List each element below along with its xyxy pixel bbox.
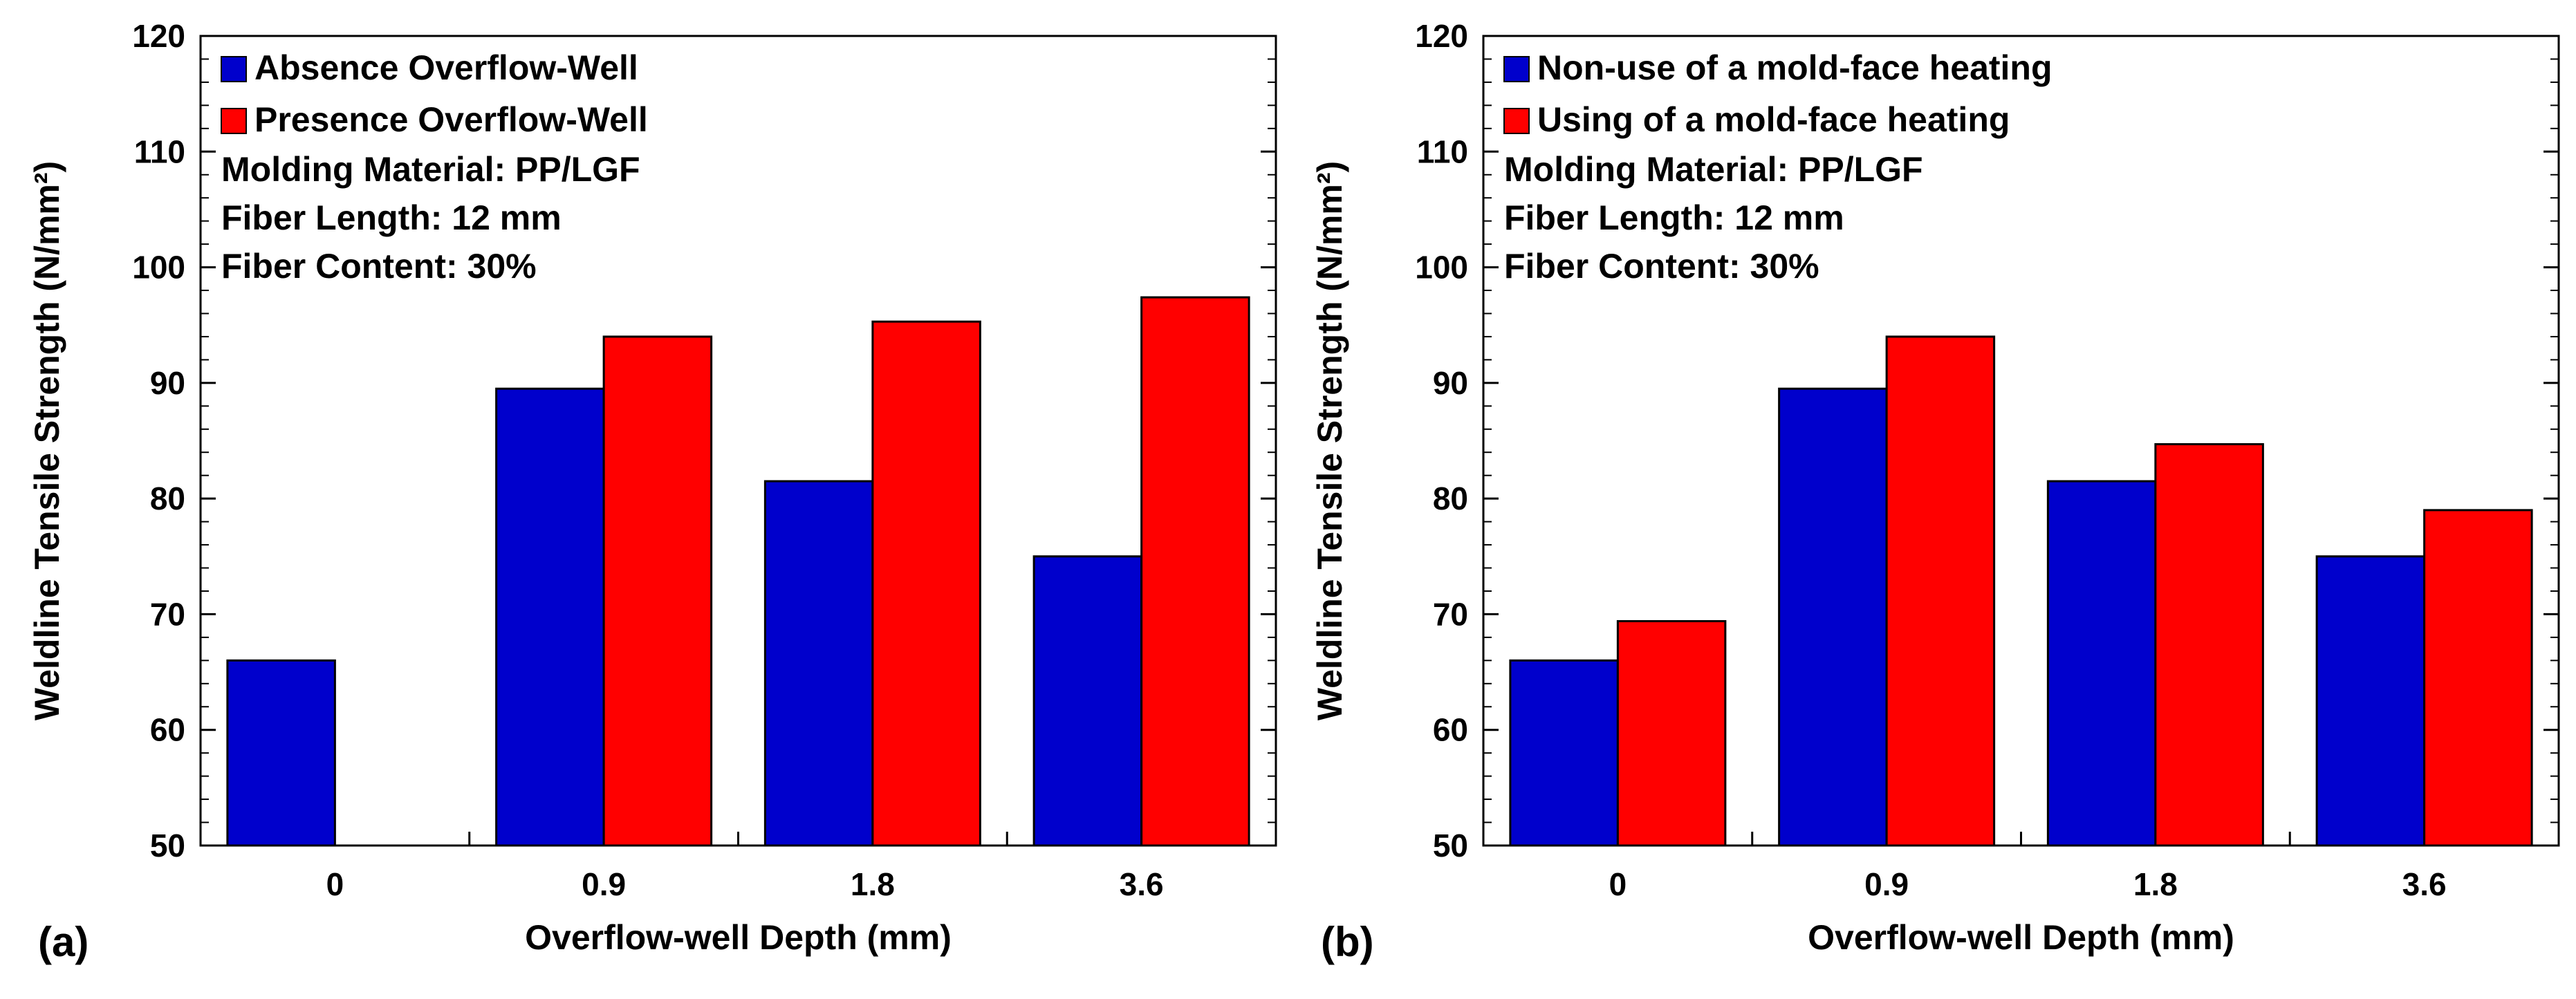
annotation-b-1: Molding Material: PP/LGF [1504, 150, 1923, 189]
y-tick-label-a: 80 [150, 480, 185, 516]
bar-b-s2-0 [1616, 619, 1727, 847]
chart-panel-a: 50 60 70 80 90 100 110 120 0 0.9 1.8 3.6 Overflow-we… [28, 18, 1277, 965]
annotation-b-2: Fiber Length: 12 mm [1504, 198, 1844, 237]
x-tick-label-b: 3.6 [2402, 866, 2447, 902]
y-tick-label-a: 70 [150, 596, 185, 632]
panel-label-b: (b) [1321, 919, 1374, 965]
annotation-a-3: Fiber Content: 30% [221, 247, 537, 286]
annotation-b-3: Fiber Content: 30% [1504, 247, 1819, 286]
y-tick-label-b: 120 [1415, 18, 1468, 54]
x-axis-title-b: Overflow-well Depth (mm) [1808, 918, 2234, 957]
y-tick-label-a: 60 [150, 712, 185, 748]
chart-panel-b: 50 60 70 80 90 100 110 120 0 0.9 1.8 3.6 Overflow-we… [1310, 18, 2560, 965]
legend-swatch-a-1 [221, 56, 247, 82]
y-tick-label-b: 50 [1433, 828, 1468, 863]
legend-swatch-b-1 [1503, 56, 1530, 82]
legend-swatch-b-2 [1503, 108, 1530, 134]
x-tick-label-a: 3.6 [1120, 866, 1164, 902]
x-tick-label-a: 0 [326, 866, 344, 902]
x-tick-label-b: 0 [1609, 866, 1627, 902]
x-tick-label-a: 1.8 [851, 866, 895, 902]
y-tick-label-b: 110 [1417, 133, 1468, 169]
y-tick-label-a: 120 [132, 18, 185, 54]
bar-a-s2-3_6 [1140, 296, 1250, 847]
bar-a-s1-0 [226, 659, 336, 847]
bar-b-s2-0_9 [1885, 335, 1996, 847]
y-tick-label-b: 90 [1433, 365, 1468, 401]
y-axis-title-b: Weldline Tensile Strength (N/mm²) [1310, 161, 1349, 720]
bar-b-s1-0 [1509, 659, 1619, 847]
annotation-a-2: Fiber Length: 12 mm [221, 198, 562, 237]
y-tick-label-b: 70 [1433, 596, 1468, 632]
legend-label-b-1: Non-use of a mold-face heating [1537, 48, 2053, 87]
panel-label-a: (a) [38, 919, 89, 965]
bar-b-s2-1_8 [2154, 443, 2264, 847]
bar-a-s2-1_8 [871, 320, 981, 847]
bar-a-s1-0_9 [495, 387, 605, 847]
bar-a-s2-0_9 [602, 335, 713, 847]
y-tick-label-b: 100 [1415, 250, 1468, 286]
x-tick-label-a: 0.9 [582, 866, 626, 902]
y-tick-label-a: 100 [132, 250, 185, 286]
bar-b-s1-1_8 [2046, 480, 2157, 847]
annotation-a-1: Molding Material: PP/LGF [221, 150, 640, 189]
y-tick-label-b: 60 [1433, 712, 1468, 748]
bar-b-s1-0_9 [1778, 387, 1888, 847]
y-tick-label-a: 110 [134, 133, 185, 169]
bar-a-s1-3_6 [1032, 555, 1143, 847]
legend-label-b-2: Using of a mold-face heating [1537, 100, 2010, 139]
x-tick-label-b: 0.9 [1864, 866, 1909, 902]
bar-b-s1-3_6 [2315, 555, 2426, 847]
y-tick-label-b: 80 [1433, 480, 1468, 516]
y-tick-label-a: 90 [150, 365, 185, 401]
y-tick-label-a: 50 [150, 828, 185, 863]
x-axis-title-a: Overflow-well Depth (mm) [525, 918, 952, 957]
bar-a-s1-1_8 [763, 480, 874, 847]
bar-b-s2-3_6 [2423, 509, 2533, 847]
y-axis-title-a: Weldline Tensile Strength (N/mm²) [28, 161, 66, 720]
legend-label-a-2: Presence Overflow-Well [254, 100, 648, 139]
legend-label-a-1: Absence Overflow-Well [254, 48, 638, 87]
legend-swatch-a-2 [221, 108, 247, 134]
x-tick-label-b: 1.8 [2133, 866, 2178, 902]
